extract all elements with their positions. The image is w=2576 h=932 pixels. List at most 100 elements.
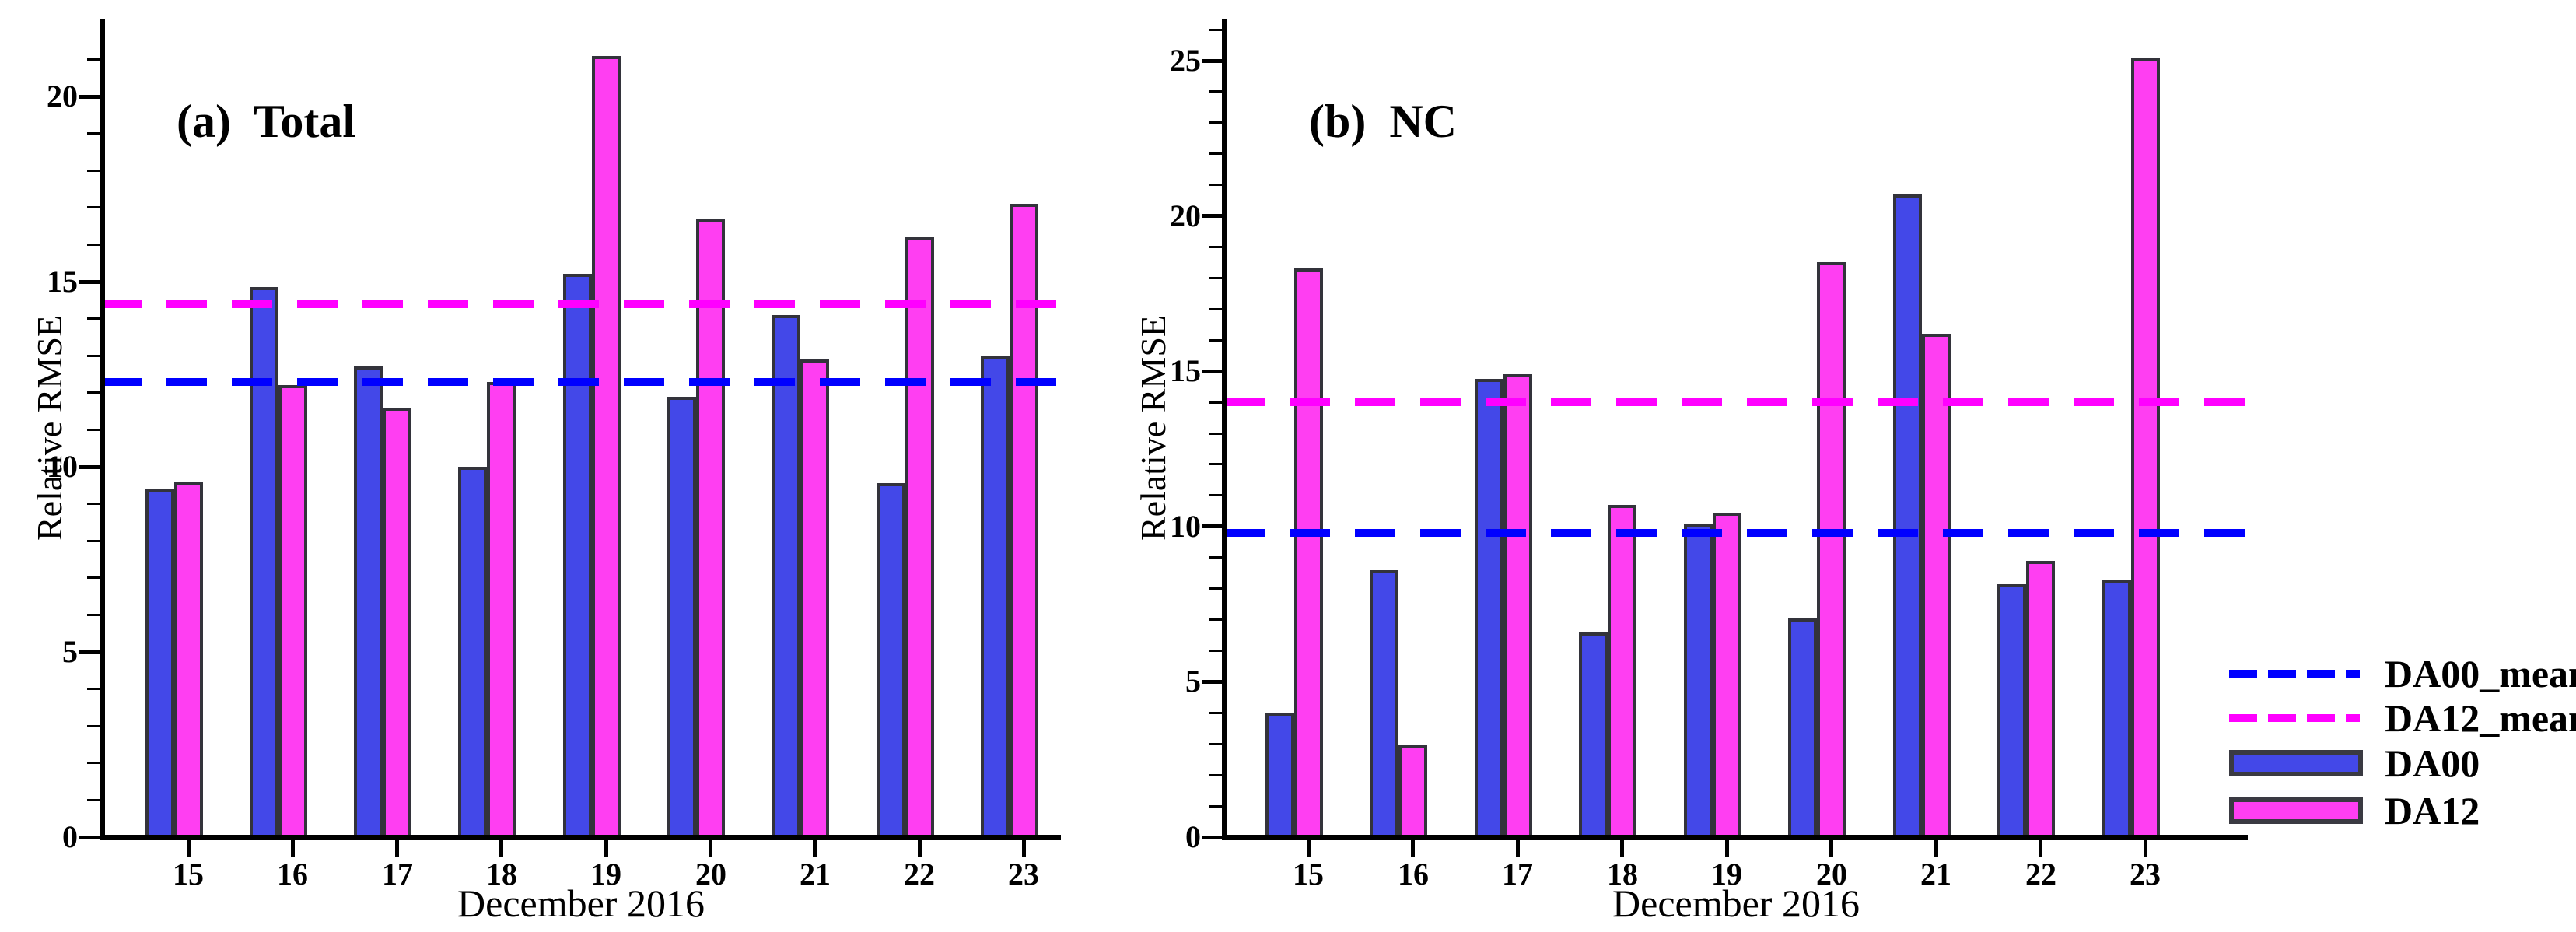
legend-swatch-dash-da00-mean	[2229, 670, 2360, 678]
bar-da12-22	[905, 237, 934, 840]
y-minor-tick-12	[87, 391, 100, 394]
y-minor-tick-12	[1209, 463, 1222, 465]
y-axis-spine	[1222, 19, 1227, 840]
bar-da00-22	[877, 483, 905, 840]
y-minor-tick-18	[1209, 277, 1222, 279]
bar-da12-16	[278, 385, 307, 840]
bar-da00-16	[1370, 570, 1398, 840]
legend-label-da00: DA00	[2385, 741, 2480, 785]
y-minor-tick-2	[87, 762, 100, 764]
y-minor-tick-23	[1209, 121, 1222, 124]
y-minor-tick-24	[1209, 90, 1222, 93]
y-minor-tick-17	[1209, 308, 1222, 310]
legend-swatch-box-da12	[2229, 797, 2363, 824]
x-tick-label-23: 23	[2130, 857, 2161, 892]
y-tick-label-0: 0	[1185, 819, 1201, 854]
bar-da12-17	[383, 408, 411, 840]
x-tick-22	[2039, 840, 2042, 857]
x-tick-label-19: 19	[1711, 857, 1742, 892]
y-tick-label-15: 15	[1170, 353, 1201, 388]
y-tick-label-10: 10	[1170, 509, 1201, 544]
x-tick-21	[1934, 840, 1938, 857]
bar-da12-20	[696, 219, 725, 840]
x-tick-label-18: 18	[486, 857, 517, 892]
x-tick-label-16: 16	[277, 857, 308, 892]
x-tick-label-15: 15	[1293, 857, 1324, 892]
bar-da00-15	[145, 489, 174, 840]
y-major-tick-0	[1202, 836, 1222, 839]
bar-da00-16	[250, 287, 278, 840]
bar-da00-23	[2102, 580, 2131, 840]
bar-da12-17	[1503, 374, 1532, 840]
x-tick-19	[604, 840, 608, 857]
x-axis-spine	[100, 835, 1061, 840]
y-axis-spine	[100, 19, 105, 840]
y-minor-tick-9	[87, 503, 100, 505]
x-tick-label-17: 17	[1502, 857, 1533, 892]
y-minor-tick-21	[87, 58, 100, 61]
x-tick-20	[1829, 840, 1833, 857]
y-minor-tick-8	[1209, 587, 1222, 590]
bar-da12-18	[1608, 505, 1636, 840]
y-minor-tick-16	[87, 244, 100, 246]
y-minor-tick-18	[87, 170, 100, 172]
y-major-tick-5	[1202, 680, 1222, 684]
y-minor-tick-26	[1209, 29, 1222, 31]
y-major-tick-20	[1202, 214, 1222, 218]
x-tick-19	[1725, 840, 1729, 857]
y-minor-tick-4	[87, 688, 100, 690]
bar-da12-21	[800, 359, 829, 840]
y-minor-tick-9	[1209, 556, 1222, 559]
legend-swatch-dash-da12-mean	[2229, 714, 2360, 722]
x-tick-label-17: 17	[382, 857, 413, 892]
bar-da12-19	[1713, 513, 1741, 840]
y-minor-tick-16	[1209, 339, 1222, 342]
x-tick-23	[1022, 840, 1026, 857]
mean-line-da00_mean	[101, 378, 1061, 386]
x-tick-15	[187, 840, 191, 857]
y-tick-label-25: 25	[1170, 43, 1201, 78]
y-minor-tick-14	[1209, 401, 1222, 404]
y-axis-label-a: Relative RMSE	[30, 314, 69, 541]
y-major-tick-25	[1202, 59, 1222, 63]
y-minor-tick-17	[87, 206, 100, 208]
legend-label-da12-mean: DA12_mean	[2385, 696, 2576, 740]
bar-da12-22	[2026, 561, 2055, 840]
y-minor-tick-11	[1209, 494, 1222, 496]
y-minor-tick-3	[87, 725, 100, 727]
y-major-tick-10	[79, 465, 100, 469]
x-tick-label-15: 15	[173, 857, 204, 892]
y-tick-label-20: 20	[1170, 198, 1201, 233]
x-tick-label-21: 21	[800, 857, 831, 892]
y-minor-tick-7	[87, 576, 100, 579]
x-tick-23	[2144, 840, 2147, 857]
x-tick-20	[709, 840, 712, 857]
y-tick-label-0: 0	[62, 819, 78, 854]
x-tick-label-23: 23	[1008, 857, 1039, 892]
y-tick-label-5: 5	[62, 634, 78, 669]
bar-da12-18	[487, 382, 516, 840]
y-tick-label-20: 20	[47, 79, 78, 114]
bar-da00-20	[1788, 618, 1817, 840]
y-minor-tick-22	[1209, 152, 1222, 155]
y-minor-tick-19	[1209, 246, 1222, 248]
x-tick-label-22: 22	[904, 857, 935, 892]
y-minor-tick-8	[87, 540, 100, 542]
x-tick-21	[813, 840, 817, 857]
x-axis-spine	[1222, 835, 2248, 840]
y-minor-tick-13	[1209, 433, 1222, 435]
y-axis-label-b: Relative RMSE	[1133, 314, 1173, 541]
x-tick-16	[291, 840, 295, 857]
y-major-tick-0	[79, 836, 100, 839]
x-tick-label-18: 18	[1607, 857, 1638, 892]
y-minor-tick-7	[1209, 618, 1222, 621]
y-minor-tick-2	[1209, 774, 1222, 776]
y-tick-label-15: 15	[47, 264, 78, 299]
bar-da12-23	[2131, 58, 2160, 840]
bar-da12-16	[1398, 745, 1427, 840]
x-tick-17	[1516, 840, 1520, 857]
bar-da00-17	[354, 366, 383, 840]
y-major-tick-20	[79, 95, 100, 99]
y-minor-tick-1	[1209, 805, 1222, 808]
